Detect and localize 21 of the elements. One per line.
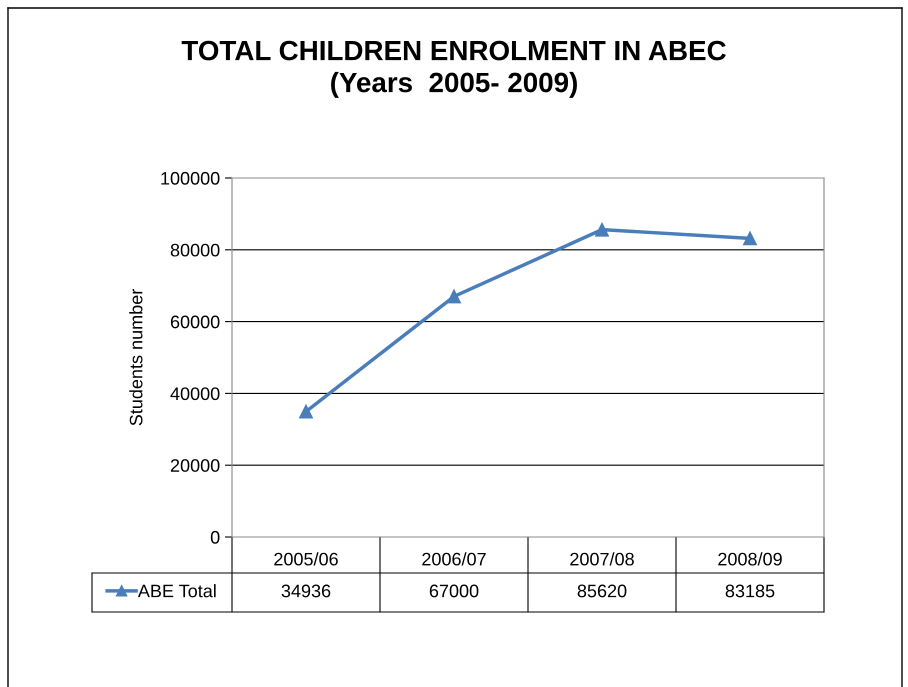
y-tick-label: 60000 (170, 316, 220, 328)
data-label: 83185 (726, 584, 774, 598)
chart-title: TOTAL CHILDREN ENROLMENT IN ABEC (Years 2005- 2009) (182, 40, 726, 98)
x-tick-label: 2005/06 (274, 552, 338, 566)
point (743, 231, 757, 246)
y-axis-title: Students number (129, 289, 142, 426)
point (299, 404, 313, 419)
point (595, 222, 609, 237)
x-tick-label: 2007/08 (570, 552, 634, 566)
data-label: 67000 (430, 584, 478, 598)
y-tick-label: 40000 (170, 387, 220, 400)
data-label: 85620 (578, 584, 626, 598)
y-tick-label: 80000 (170, 244, 220, 257)
data-label: 34936 (282, 584, 330, 598)
x-tick-label: 2008/09 (718, 552, 782, 566)
y-tick-label: 0 (210, 530, 220, 544)
x-tick-label: 2006/07 (422, 552, 486, 566)
y-tick-label: 100000 (161, 172, 220, 185)
y-tick-label: 20000 (170, 459, 220, 472)
point (447, 290, 461, 304)
legend-label: ABE Total (138, 584, 216, 598)
